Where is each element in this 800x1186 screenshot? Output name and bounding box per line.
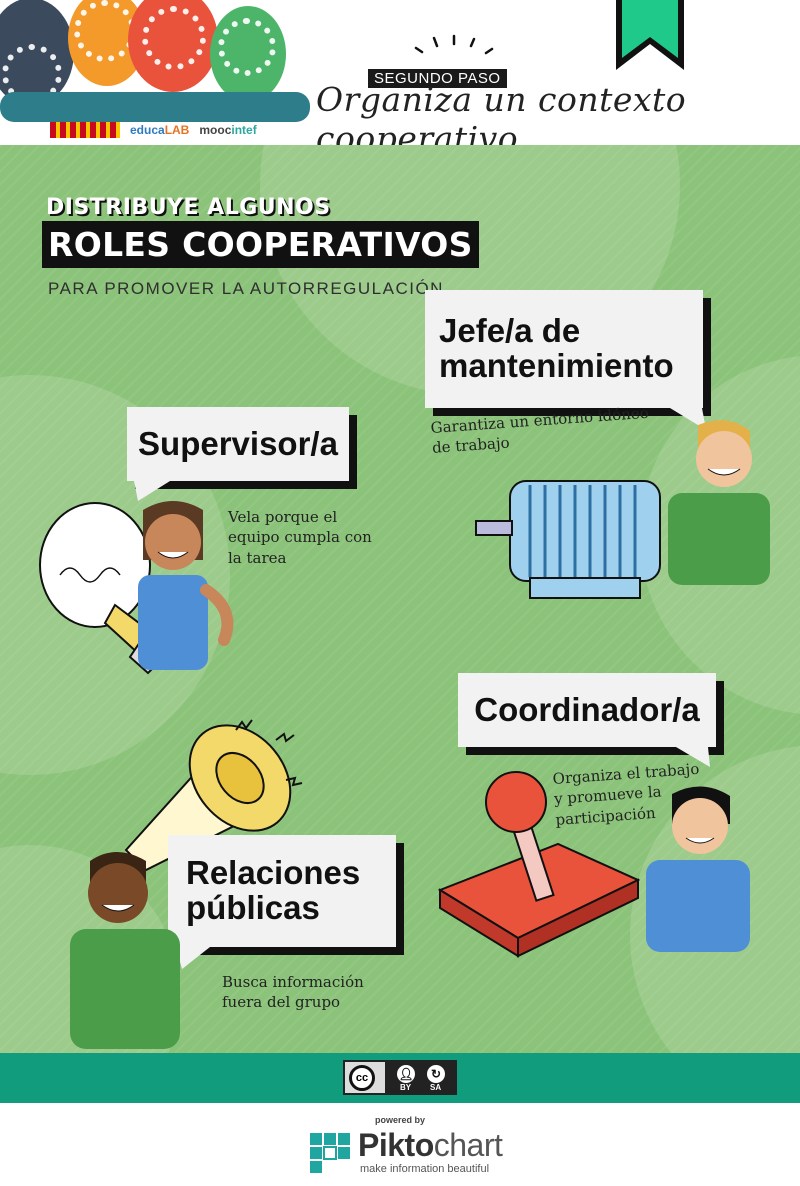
role-bubble-coordinator: Coordinador/a xyxy=(458,673,716,747)
role-title: Relaciones públicas xyxy=(168,835,396,947)
piktochart-tagline: make information beautiful xyxy=(360,1163,490,1175)
subheading: PARA PROMOVER LA AUTORREGULACIÓN xyxy=(48,279,444,298)
ministry-logo xyxy=(50,122,120,138)
desc-line: la tarea xyxy=(228,548,287,567)
role-bubble-public-relations: Relaciones públicas xyxy=(168,835,396,947)
sa-label: SA xyxy=(430,1083,442,1092)
sparkle-icon xyxy=(414,34,494,55)
desc-line: fuera del grupo xyxy=(222,993,341,1012)
bubble-tail xyxy=(134,481,170,501)
character-bodies xyxy=(0,92,310,122)
by-label: BY xyxy=(400,1083,412,1092)
role-title-line: Jefe/a de xyxy=(439,312,581,350)
bookmark-icon xyxy=(616,0,684,70)
partner-logos: educaLAB moocintef xyxy=(50,120,257,140)
roles-panel: DISTRIBUYE ALGUNOS ROLES COOPERATIVOS PA… xyxy=(0,145,800,1053)
pencil-icon xyxy=(74,0,136,62)
role-title: Supervisor/a xyxy=(138,424,338,462)
brand-suffix: chart xyxy=(433,1127,503,1163)
piktochart-wordmark[interactable]: Piktochart xyxy=(358,1127,503,1164)
smile-icon xyxy=(142,6,206,70)
role-bubble-supervisor: Supervisor/a xyxy=(127,407,349,481)
role-description: Vela porque el equipo cumpla con la tare… xyxy=(228,507,372,568)
desc-line: Busca información xyxy=(222,973,364,991)
by-icon: 👤︎ xyxy=(397,1065,415,1083)
educalab-logo: educaLAB xyxy=(130,123,190,137)
moocintef-logo: moocintef xyxy=(199,123,257,137)
desc-line: Vela porque el xyxy=(228,508,338,526)
piktochart-footer: powered by Piktochart make information b… xyxy=(0,1103,800,1186)
heading-big: ROLES COOPERATIVOS xyxy=(42,221,479,268)
powered-by-label: powered by xyxy=(374,1115,425,1125)
brand: Pikto xyxy=(358,1127,434,1163)
role-title: Jefe/a de mantenimiento xyxy=(425,290,703,408)
license-bar: cc 👤︎ ↻ BY SA xyxy=(0,1053,800,1103)
motor-icon xyxy=(475,480,661,599)
heading-small: DISTRIBUYE ALGUNOS xyxy=(46,195,331,220)
role-description: Busca información fuera del grupo xyxy=(222,972,364,1013)
bubble-tail xyxy=(676,747,710,767)
public-relations-person-icon xyxy=(70,852,180,1049)
maintenance-person-icon xyxy=(668,420,770,585)
supervisor-person-icon xyxy=(138,501,234,670)
role-bubble-maintenance: Jefe/a de mantenimiento xyxy=(425,290,703,408)
cc-attributes: 👤︎ ↻ BY SA xyxy=(385,1062,457,1093)
role-title-line: Relaciones xyxy=(186,854,361,892)
header-banner: educaLAB moocintef SEGUNDO PASO Organiza… xyxy=(0,0,800,145)
share-alike-icon: ↻ xyxy=(427,1065,445,1083)
joystick-switch-icon xyxy=(438,771,641,958)
bubble-tail xyxy=(670,408,706,430)
piktochart-logo-icon xyxy=(310,1133,350,1173)
step-label: SEGUNDO PASO xyxy=(368,69,507,88)
megaphone-icon xyxy=(124,719,303,872)
page-title: Organiza un contexto cooperativo xyxy=(316,80,687,145)
role-description: Garantiza un entorno idóneo de trabajo xyxy=(430,403,651,459)
desc-line: equipo cumpla con xyxy=(228,528,372,547)
cc-icon: cc xyxy=(349,1064,375,1091)
role-title-line: públicas xyxy=(186,889,320,926)
thumbs-up-icon xyxy=(218,18,276,76)
role-title-line: mantenimiento xyxy=(439,347,674,384)
coordinator-person-icon xyxy=(646,786,750,952)
bubble-tail xyxy=(176,947,210,969)
role-title: Coordinador/a xyxy=(474,690,700,728)
cc-license-badge[interactable]: cc 👤︎ ↻ BY SA xyxy=(343,1060,457,1095)
